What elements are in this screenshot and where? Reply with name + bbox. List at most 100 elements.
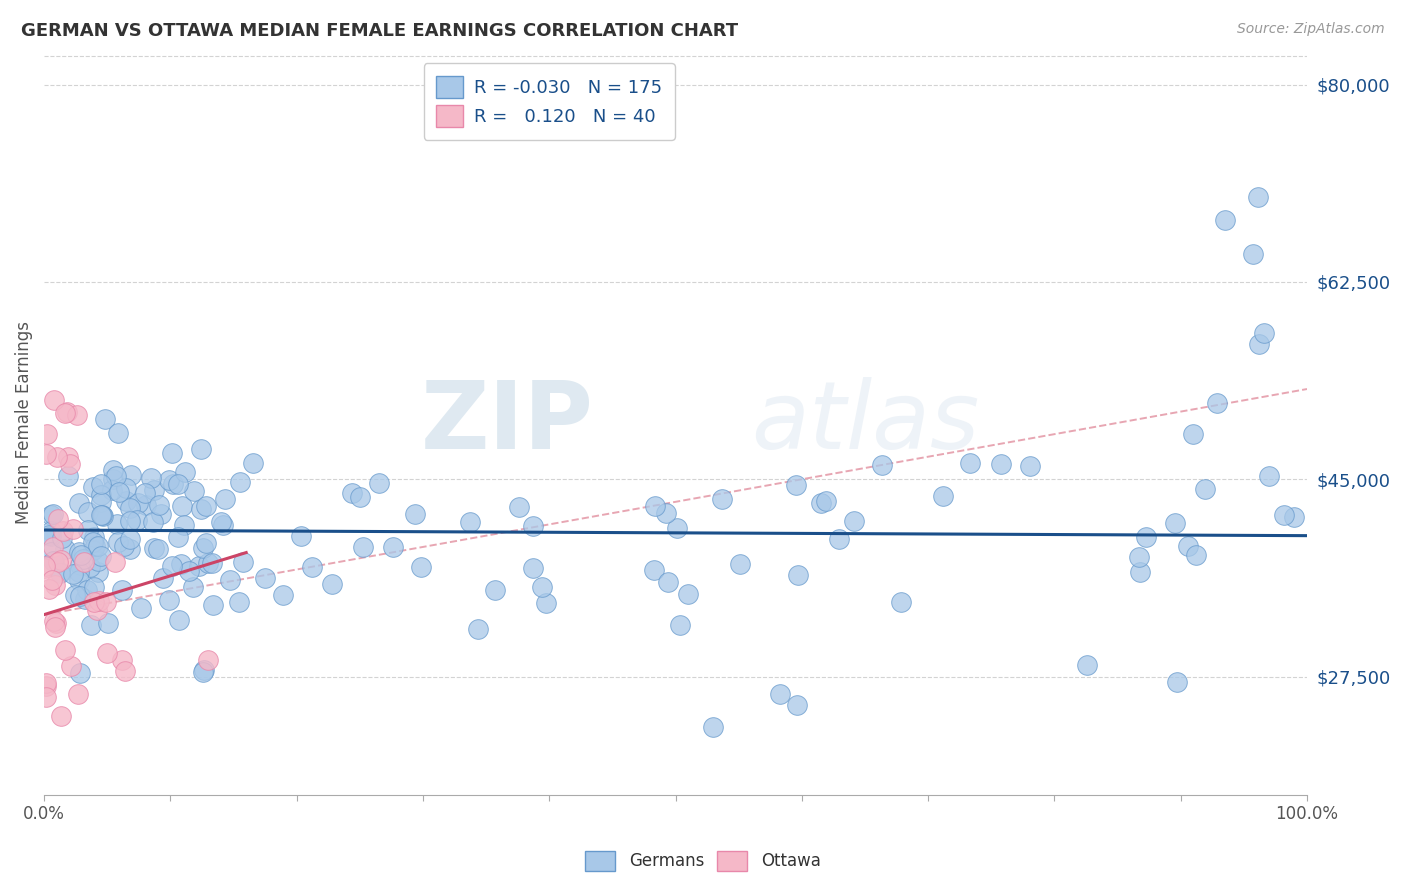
Point xyxy=(195,535,218,549)
Point xyxy=(1206,395,1229,409)
Point xyxy=(111,582,134,597)
Point xyxy=(104,555,127,569)
Point xyxy=(135,498,157,512)
Point xyxy=(522,519,544,533)
Point xyxy=(142,541,165,555)
Point xyxy=(990,457,1012,471)
Point xyxy=(531,580,554,594)
Point xyxy=(87,594,110,608)
Point xyxy=(111,653,134,667)
Point xyxy=(786,568,808,582)
Point xyxy=(193,541,215,555)
Point xyxy=(890,595,912,609)
Point xyxy=(55,542,77,557)
Point xyxy=(1128,550,1150,565)
Point xyxy=(1177,539,1199,553)
Point xyxy=(65,588,87,602)
Point xyxy=(201,598,224,612)
Point xyxy=(97,616,120,631)
Point xyxy=(1166,675,1188,690)
Point xyxy=(211,518,233,533)
Point xyxy=(842,514,865,528)
Point xyxy=(86,603,108,617)
Point xyxy=(49,566,72,581)
Point xyxy=(69,589,91,603)
Point xyxy=(41,545,63,559)
Point xyxy=(35,447,58,461)
Point xyxy=(290,529,312,543)
Point xyxy=(66,408,89,422)
Point xyxy=(381,540,404,554)
Point xyxy=(60,658,83,673)
Point xyxy=(167,613,190,627)
Point xyxy=(959,456,981,470)
Point xyxy=(769,687,792,701)
Text: GERMAN VS OTTAWA MEDIAN FEMALE EARNINGS CORRELATION CHART: GERMAN VS OTTAWA MEDIAN FEMALE EARNINGS … xyxy=(21,22,738,40)
Point xyxy=(197,653,219,667)
Text: Source: ZipAtlas.com: Source: ZipAtlas.com xyxy=(1237,22,1385,37)
Point xyxy=(82,535,104,549)
Point xyxy=(170,557,193,571)
Point xyxy=(467,622,489,636)
Point xyxy=(665,521,688,535)
Point xyxy=(1284,510,1306,524)
Point xyxy=(83,530,105,544)
Point xyxy=(271,588,294,602)
Point xyxy=(35,675,58,690)
Point xyxy=(39,528,62,542)
Point xyxy=(53,643,76,657)
Point xyxy=(134,486,156,500)
Y-axis label: Median Female Earnings: Median Female Earnings xyxy=(15,321,32,524)
Point xyxy=(828,533,851,547)
Point xyxy=(1194,483,1216,497)
Point xyxy=(1129,565,1152,579)
Point xyxy=(87,565,110,579)
Point xyxy=(41,573,63,587)
Point xyxy=(127,496,149,510)
Point xyxy=(197,556,219,570)
Point xyxy=(201,556,224,570)
Text: ZIP: ZIP xyxy=(420,377,593,469)
Point xyxy=(152,571,174,585)
Point xyxy=(157,593,180,607)
Point xyxy=(142,515,165,529)
Point xyxy=(94,595,117,609)
Point xyxy=(62,567,84,582)
Point xyxy=(404,508,426,522)
Point xyxy=(112,539,135,553)
Point xyxy=(157,473,180,487)
Legend: Germans, Ottawa: Germans, Ottawa xyxy=(576,842,830,880)
Point xyxy=(1258,468,1281,483)
Point xyxy=(69,558,91,572)
Point xyxy=(51,531,73,545)
Point xyxy=(67,573,90,587)
Point xyxy=(195,499,218,513)
Point xyxy=(83,595,105,609)
Point xyxy=(1135,530,1157,544)
Point xyxy=(142,483,165,497)
Point xyxy=(229,475,252,489)
Point xyxy=(411,560,433,574)
Point xyxy=(45,616,67,631)
Point xyxy=(82,543,104,558)
Point xyxy=(785,477,807,491)
Point xyxy=(73,556,96,570)
Point xyxy=(76,505,98,519)
Point xyxy=(508,500,530,515)
Text: atlas: atlas xyxy=(751,377,980,468)
Point xyxy=(170,499,193,513)
Point xyxy=(48,555,70,569)
Point xyxy=(162,559,184,574)
Point xyxy=(107,426,129,441)
Point xyxy=(46,450,69,464)
Point xyxy=(1019,458,1042,473)
Point xyxy=(42,554,65,568)
Point xyxy=(1241,246,1264,260)
Point xyxy=(108,485,131,500)
Point xyxy=(174,465,197,479)
Point xyxy=(39,508,62,522)
Point xyxy=(340,486,363,500)
Point xyxy=(242,456,264,470)
Point xyxy=(90,477,112,491)
Point xyxy=(814,494,837,508)
